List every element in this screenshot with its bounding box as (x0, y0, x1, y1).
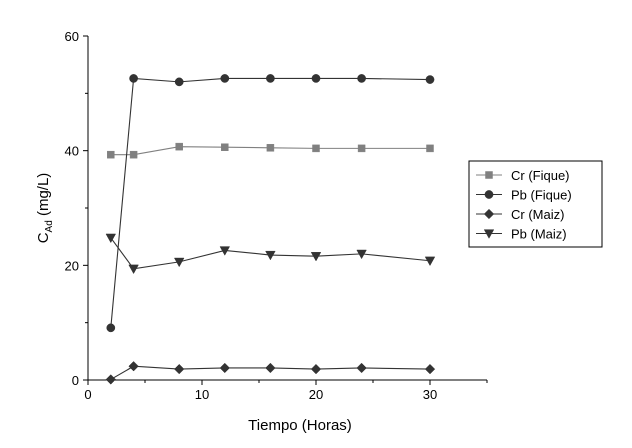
legend-label: Cr (Maiz) (511, 207, 564, 222)
series-line (110, 77, 431, 328)
legend-marker (484, 190, 494, 199)
data-point (265, 362, 276, 374)
series-line (110, 237, 431, 270)
data-point (128, 264, 139, 275)
data-point (129, 74, 138, 83)
data-point (310, 252, 322, 262)
y-tick-label: 0 (72, 373, 79, 388)
data-point (310, 363, 322, 375)
legend-marker (483, 229, 495, 239)
data-point (221, 143, 229, 151)
data-point (425, 75, 435, 84)
data-point (174, 363, 185, 375)
series-pb-maiz (105, 233, 436, 275)
x-tick-label: 20 (309, 387, 323, 402)
data-point (424, 363, 436, 375)
legend-marker (485, 171, 493, 179)
y-tick-label: 20 (65, 258, 79, 273)
data-point (356, 249, 367, 260)
data-point (424, 256, 436, 267)
legend-label: Pb (Maiz) (511, 227, 567, 242)
data-point (356, 362, 367, 374)
x-tick-label: 10 (195, 387, 209, 402)
legend-item: Cr (Maiz) (476, 207, 564, 222)
y-tick-label: 60 (65, 29, 79, 44)
data-point (106, 323, 116, 333)
data-point (174, 77, 184, 87)
series-pb-fique (106, 74, 435, 333)
data-point (175, 142, 183, 151)
data-point (128, 361, 139, 372)
legend-item: Pb (Maiz) (476, 227, 567, 242)
data-point (311, 74, 321, 83)
series-cr-fique (107, 142, 434, 159)
y-axis-title-subscript: Ad (44, 220, 55, 232)
data-point (357, 144, 366, 153)
data-point (129, 150, 138, 159)
legend: Cr (Fique) Pb (Fique) Cr (Maiz) Pb (Maiz) (468, 160, 603, 248)
data-point (219, 362, 230, 374)
y-axis-title-main: C (35, 232, 52, 243)
legend-label: Cr (Fique) (511, 168, 570, 183)
data-point (266, 74, 275, 83)
data-point (266, 144, 275, 152)
x-tick-label: 30 (423, 387, 437, 402)
series-layer (105, 74, 436, 385)
y-axis-title: CAd (mg/L) (35, 173, 55, 244)
y-tick-label: 40 (65, 144, 79, 159)
data-point (312, 144, 320, 153)
data-point (426, 144, 434, 153)
series-line (110, 146, 430, 156)
data-point (265, 250, 276, 261)
axes: 0 10 20 30 0 20 40 60 (65, 29, 488, 402)
data-point (173, 257, 185, 268)
legend-marker (483, 208, 495, 220)
x-axis-title: Tiempo (Horas) (248, 417, 352, 434)
data-point (105, 374, 116, 385)
data-point (220, 74, 230, 83)
x-tick-label: 0 (84, 387, 91, 402)
data-point (105, 233, 117, 244)
data-point (107, 150, 115, 159)
series-cr-maiz (105, 361, 436, 385)
legend-item: Pb (Fique) (476, 188, 572, 203)
series-line (110, 365, 431, 380)
legend-item: Cr (Fique) (476, 168, 570, 183)
y-axis-title-unit: (mg/L) (35, 173, 52, 221)
data-point (219, 246, 231, 256)
data-point (357, 74, 366, 83)
legend-label: Pb (Fique) (511, 188, 572, 203)
